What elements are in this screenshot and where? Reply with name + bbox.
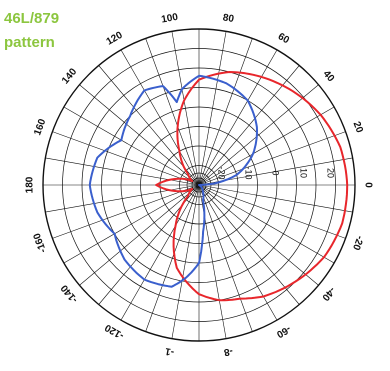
angle-tick-label: 140 (60, 66, 79, 86)
angle-tick-label: 40 (321, 69, 337, 85)
angle-tick-label: -8 (223, 345, 234, 357)
radial-tick-label: 0 (271, 170, 281, 175)
grid-spoke (198, 184, 353, 213)
angle-tick-label: -40 (319, 284, 337, 302)
series-line (155, 71, 349, 302)
grid-spoke (198, 31, 227, 186)
angle-tick-label: 20 (351, 120, 365, 135)
grid-spoke (145, 38, 200, 186)
grid-spoke (171, 184, 200, 339)
angle-tick-label: 0 (362, 182, 373, 188)
angle-tick-label: 120 (105, 30, 125, 48)
grid-spoke (171, 31, 200, 186)
grid-spoke (63, 106, 200, 186)
chart-header-line2: pattern (0, 34, 59, 52)
radial-tick-label: 10 (299, 168, 309, 178)
grid-spoke (52, 131, 200, 186)
angle-tick-label: -1 (164, 345, 175, 357)
radial-tick-label: -10 (244, 166, 254, 179)
radial-tick-label: 20 (326, 168, 336, 178)
angle-tick-label: -120 (103, 321, 126, 341)
angle-tick-label: -160 (32, 231, 49, 254)
angle-tick-label: -20 (350, 234, 365, 252)
grid-spoke (79, 84, 200, 186)
grid-spoke (198, 131, 346, 186)
radial-tick-label: -20 (217, 166, 227, 179)
grid-spoke (120, 184, 200, 321)
grid-spoke (198, 184, 346, 239)
angle-tick-label: 100 (161, 12, 180, 26)
grid-spoke (145, 184, 200, 332)
angle-tick-label: 160 (32, 117, 48, 137)
grid-spoke (198, 184, 335, 264)
angle-tick-label: -60 (274, 323, 292, 340)
grid-spoke (120, 49, 200, 186)
grid-spoke (198, 184, 253, 332)
angle-tick-label: 60 (276, 31, 292, 46)
grid-spoke (198, 84, 319, 186)
grid-spoke (198, 106, 335, 186)
chart-header-line1: 46L/879 (0, 10, 64, 28)
pattern-series (88, 71, 349, 302)
grid-spoke (63, 184, 200, 264)
grid-spoke (79, 184, 200, 286)
grid-spoke (198, 49, 278, 186)
angle-tick-label: 180 (25, 176, 36, 193)
series-line (88, 74, 258, 288)
grid-spoke (198, 184, 278, 321)
grid-spoke (45, 184, 200, 213)
radial-tick-labels: -20 -10 0 10 20 (217, 166, 336, 179)
angle-tick-label: -140 (59, 282, 81, 305)
grid-spoke (45, 157, 200, 186)
grid-spoke (198, 184, 319, 286)
grid-spoke (198, 184, 300, 305)
grid-spoke (52, 184, 200, 239)
angle-tick-label: 80 (222, 12, 235, 25)
grid-spoke (198, 38, 253, 186)
